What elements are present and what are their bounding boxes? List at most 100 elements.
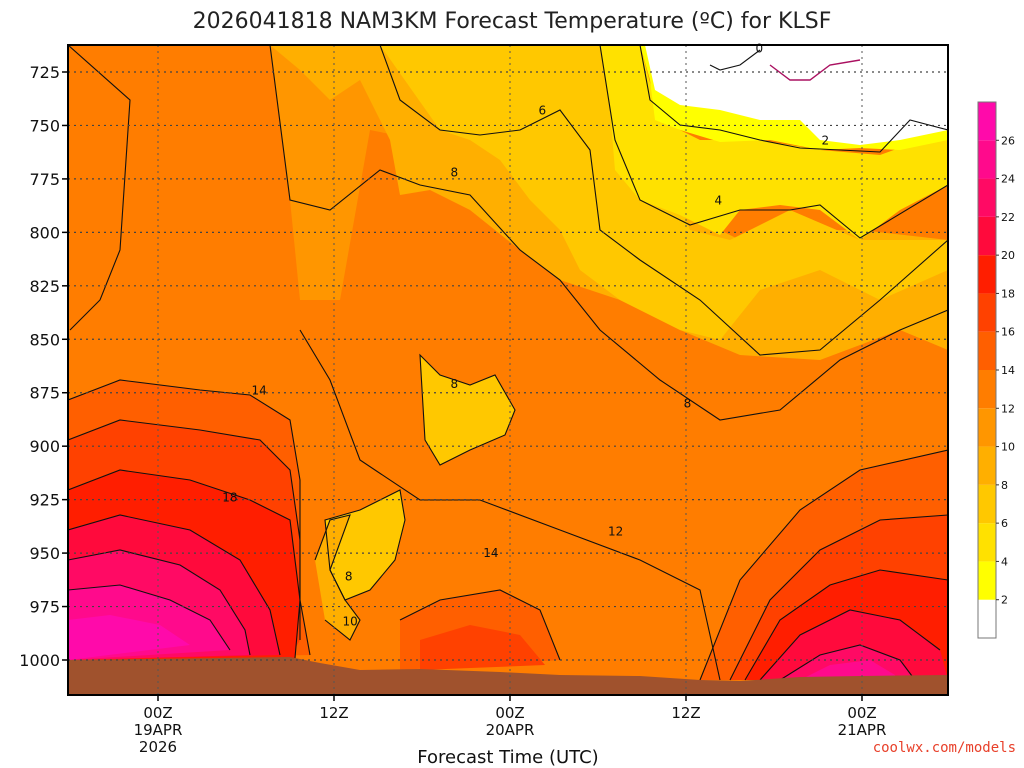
contour-label: 8 <box>450 165 458 179</box>
contour-line-10-lower <box>314 514 361 641</box>
band-26 <box>68 615 190 660</box>
colorbar-swatch <box>978 178 996 217</box>
gridlines <box>68 45 948 695</box>
colorbar-label: 24 <box>1001 173 1015 186</box>
colorbar-swatch <box>978 331 996 370</box>
contour-label: 6 <box>538 103 546 117</box>
colorbar-swatch <box>978 293 996 332</box>
x-tick-label: 00Z <box>495 704 524 722</box>
credit-text: coolwx.com/models <box>873 740 1016 756</box>
contour-label: 18 <box>222 490 237 504</box>
contour-line-18 <box>68 469 301 659</box>
colorbar-swatch <box>978 370 996 409</box>
contour-line-20 <box>68 514 281 656</box>
contour-label: 12 <box>608 525 623 539</box>
contour-label: 10 <box>342 615 357 629</box>
colorbar-swatch <box>978 102 996 141</box>
contour-label: 8 <box>684 396 692 410</box>
x-tick-label: 12Z <box>671 704 700 722</box>
contour-line-22-right <box>779 644 916 681</box>
y-tick-label: 825 <box>29 277 60 296</box>
colorbar-label: 14 <box>1001 364 1015 377</box>
contour-line-22 <box>68 549 251 656</box>
contour-label: 0 <box>756 41 764 55</box>
contour-line-2 <box>639 45 948 153</box>
y-tick-label: 1000 <box>19 651 60 670</box>
temperature-field <box>68 45 948 695</box>
band-8-pocket <box>420 355 515 465</box>
y-tick-label: 875 <box>29 384 60 403</box>
colorbar-swatch <box>978 484 996 524</box>
colorbar-swatch <box>978 599 996 638</box>
contour-line-14-mid <box>399 589 561 661</box>
contour-line-24 <box>68 584 231 651</box>
contour-label: 14 <box>252 384 267 398</box>
contour-line-12 <box>299 329 721 681</box>
contour-label: 8 <box>450 377 458 391</box>
x-tick-label: 21APR <box>838 721 887 739</box>
colorbar-label: 6 <box>1001 517 1008 530</box>
colorbar-label: 8 <box>1001 479 1008 492</box>
plot-frame <box>67 44 949 696</box>
colorbar-label: 10 <box>1001 441 1015 454</box>
colorbar-swatch <box>978 408 996 447</box>
colorbar-label: 26 <box>1001 134 1015 147</box>
contour-line-14-right <box>699 449 948 681</box>
colorbar-swatch <box>978 523 996 562</box>
y-tick-label: 850 <box>29 330 60 349</box>
x-tick-label: 2026 <box>139 738 177 756</box>
colorbar-label: 18 <box>1001 287 1015 300</box>
colorbar-label: 20 <box>1001 249 1015 262</box>
contour-line-4 <box>599 45 948 239</box>
colorbar-swatch <box>978 216 996 256</box>
y-tick-label: 925 <box>29 491 60 510</box>
contour-label: 2 <box>822 133 830 147</box>
contour-label: 8 <box>345 570 353 584</box>
x-tick-label: 12Z <box>319 704 348 722</box>
band-10-lower <box>315 515 360 640</box>
y-axis: 725 750 775 800 825 850 875 900 925 950 975 1000 <box>19 63 68 670</box>
colorbar-swatch <box>978 446 996 485</box>
y-tick-label: 775 <box>29 170 60 189</box>
y-tick-label: 800 <box>29 223 60 242</box>
y-tick-label: 750 <box>29 116 60 135</box>
colorbar-label: 12 <box>1001 402 1015 415</box>
x-tick-label: 00Z <box>847 704 876 722</box>
contour-label: 14 <box>483 546 498 560</box>
contour-label: 4 <box>714 193 722 207</box>
y-tick-label: 900 <box>29 437 60 456</box>
contour-line-8-pocket <box>419 353 516 466</box>
band-24-right <box>800 660 895 680</box>
contour-line-6 <box>379 45 948 356</box>
x-tick-label: 00Z <box>143 704 172 722</box>
colorbar-swatch <box>978 140 996 179</box>
colorbar-label: 22 <box>1001 211 1015 224</box>
colorbar-label: 16 <box>1001 326 1015 339</box>
chart-title: 2026041818 NAM3KM Forecast Temperature (… <box>193 9 832 34</box>
contour-line-10 <box>68 45 131 331</box>
contour-line-8 <box>269 45 948 421</box>
contour-line-18-right <box>744 569 948 681</box>
colorbar-swatch <box>978 561 996 600</box>
colorbar-swatch <box>978 255 996 294</box>
terrain-ground <box>68 657 948 695</box>
y-tick-label: 725 <box>29 63 60 82</box>
contour-line-0b <box>769 59 861 81</box>
y-tick-label: 950 <box>29 544 60 563</box>
band-16-mid <box>420 625 545 670</box>
colorbar-label: 2 <box>1001 594 1008 607</box>
x-tick-label: 20APR <box>486 721 535 739</box>
contour-lines <box>68 45 948 681</box>
colorbar-label: 4 <box>1001 555 1008 568</box>
x-axis-label: Forecast Time (UTC) <box>417 747 598 768</box>
y-tick-label: 975 <box>29 598 60 617</box>
contour-line-0 <box>709 49 761 71</box>
contour-line-20-right <box>759 609 941 681</box>
x-tick-label: 19APR <box>134 721 183 739</box>
contour-line-16 <box>68 419 301 640</box>
contour-line-16-right <box>729 514 948 681</box>
contour-labels: 0 2 4 6 8 8 8 8 10 12 14 14 18 <box>222 41 829 628</box>
